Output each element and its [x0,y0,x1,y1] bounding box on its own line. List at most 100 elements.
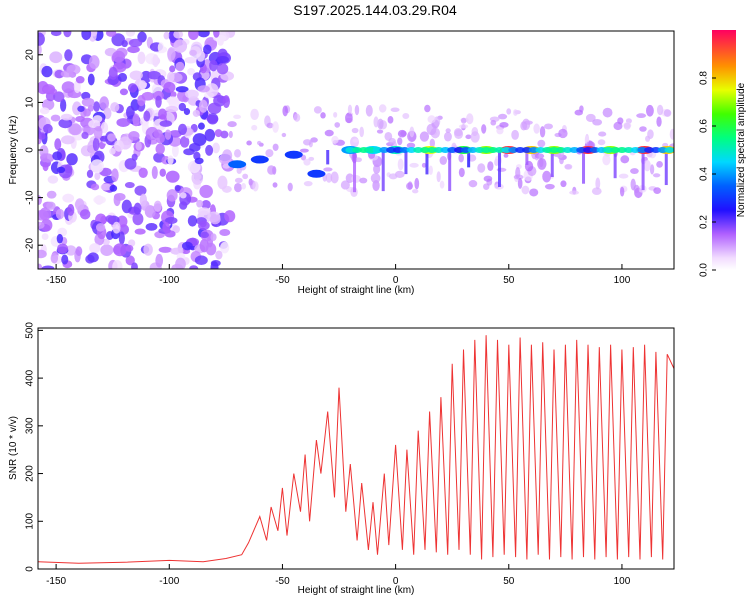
spectrogram-x-ticks: -150 -100 -50 0 50 100 [46,264,631,286]
spectrogram-haze [378,104,387,113]
spectrogram-speckle [64,49,73,62]
spectrogram-streak [326,150,330,165]
spectrogram-haze [574,109,583,116]
spectrogram-speckle [147,71,161,80]
spectrogram-haze [272,143,279,151]
colorbar: 0.0 0.2 0.4 0.6 0.8 Normalized spectral ampl… [699,30,747,277]
spectrogram-haze [483,175,493,182]
spectrogram-speckle [40,218,53,232]
spectrogram-speckle [72,101,82,116]
spectrogram-speckle [131,262,138,269]
spectrogram-speckle [38,249,47,259]
spectrogram-haze [351,175,361,183]
spectrogram-speckle [178,102,187,112]
spectrogram-speckle [90,159,104,174]
spectrogram-speckle [113,140,124,152]
spectrogram-haze [539,126,546,138]
spectrogram-haze [345,112,353,124]
spectrogram-speckle [171,143,179,158]
snr-x-tick-label: -100 [159,576,179,587]
spectrogram-speckle [153,200,162,212]
spectrogram-haze [652,173,661,178]
spectrogram-speckle [169,91,177,98]
spectrogram-haze [498,113,508,120]
spectrogram-speckle [131,153,138,161]
spectrogram-haze [407,181,413,190]
spectrogram-haze [619,186,625,197]
spectrogram-speckle [158,108,167,120]
spectrogram-speckle [153,129,163,139]
spectrogram-speckle [105,31,117,37]
spectrogram-speckle [61,254,69,265]
spectrogram-speckle [107,133,116,142]
spectrogram-haze [520,121,528,131]
spectrogram-y-tick-label: -10 [25,190,36,205]
spectrogram-speckle [210,261,219,269]
spectrogram-haze [320,112,326,119]
spectrogram-speckle [192,109,200,117]
spectrogram-speckle [199,184,213,199]
spectrogram-haze [428,165,433,175]
spectrogram-haze [559,156,564,165]
spectrogram-speckle [165,216,178,224]
spectrogram-speckle [212,142,220,154]
spectrogram-haze [558,128,568,139]
spectrogram-speckle [134,185,147,196]
spectrogram-haze [537,139,546,148]
spectrogram-speckle [174,184,181,192]
colorbar-tick-label: 0.4 [699,167,710,181]
spectrogram-speckle [169,65,176,73]
spectrogram-speckle [81,31,92,41]
spectrogram-speckle [38,43,42,56]
spectrogram-haze [453,128,463,137]
spectrogram-speckle [92,137,100,152]
spectrogram-speckle [66,153,78,166]
spectrogram-speckle [184,56,198,64]
spectrogram-haze [506,108,512,115]
colorbar-tick-label: 0.2 [699,215,710,229]
spectrogram-speckle [38,221,45,229]
snr-x-tick-label: 100 [614,576,631,587]
spectrogram-speckle [89,243,101,254]
spectrogram-haze [623,122,631,130]
spectrogram-haze [636,113,647,119]
spectrogram-speckle [152,54,159,68]
spectrogram-speckle [179,135,190,148]
snr-line [38,335,674,564]
spectrogram-speckle [175,257,186,269]
spectrogram-haze [517,177,523,189]
spectrogram-speckle [92,115,103,123]
spectrogram-haze [595,177,601,190]
spectrogram-speckle [175,86,189,93]
spectrogram-speckle [105,215,114,223]
spectrogram-speckle [56,166,66,174]
spectrogram-speckle [216,63,229,75]
spectrogram-speckle [166,71,175,83]
spectrogram-haze [323,167,333,172]
spectrogram-speckle [87,252,99,263]
spectrogram-haze [645,135,651,142]
spectrogram-speckle [38,32,45,46]
spectrogram-haze [653,187,662,195]
spectrogram-haze [267,165,276,175]
spectrogram-streak [425,150,429,175]
spectrogram-haze [354,157,362,163]
spectrogram-speckle [95,223,106,232]
spectrogram-haze [414,177,420,190]
spectrogram-speckle [209,59,218,72]
spectrogram-haze [359,126,364,138]
spectrogram-speckle [42,161,49,172]
spectrogram-haze [602,154,611,166]
spectrogram-haze [592,118,603,126]
spectrogram-haze [257,140,262,146]
spectrogram-haze [293,113,301,122]
spectrogram-haze [544,123,553,130]
spectrogram-speckle [162,221,170,233]
spectrogram-haze [620,155,630,164]
spectrogram-speckle [200,231,209,239]
spectrogram-haze [370,173,381,184]
spectrogram-haze [281,132,287,138]
spectrogram-haze [426,123,437,136]
spectrogram-haze [228,130,233,139]
